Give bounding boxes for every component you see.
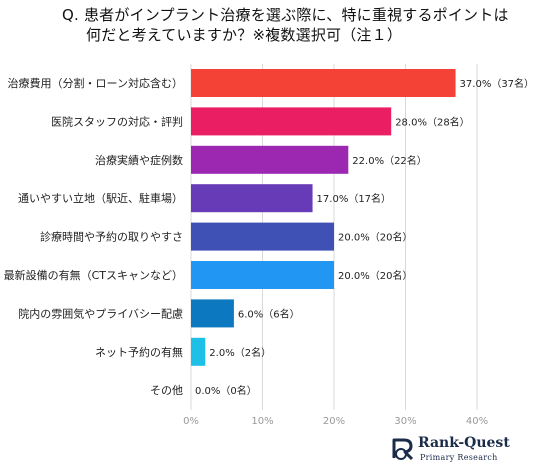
- bar: [191, 145, 349, 174]
- data-label: 22.0%（22名）: [352, 154, 427, 167]
- bar: [191, 184, 313, 213]
- x-tick-label: 40%: [466, 416, 488, 427]
- category-label: 診療時間や予約の取りやすさ: [40, 230, 183, 244]
- category-label: 院内の雰囲気やプライバシー配慮: [18, 306, 183, 320]
- bar: [191, 261, 334, 289]
- category-label: 治療実績や症例数: [95, 153, 183, 167]
- logo-subtitle: Primary Research: [420, 453, 498, 462]
- x-tick-label: 20%: [323, 416, 345, 427]
- data-label: 28.0%（28名）: [395, 115, 470, 128]
- data-label: 0.0%（0名）: [195, 384, 257, 397]
- chart-title-line-2: 何だと考えていますか？※複数選択可（注１）: [86, 26, 403, 44]
- brand-logo: Rank-Quest Primary Research: [390, 434, 530, 466]
- x-tick-label: 30%: [394, 416, 416, 427]
- data-label: 2.0%（2名）: [209, 346, 271, 359]
- bar: [191, 337, 206, 366]
- chart-title: Q. 患者がインプラント治療を選ぶ際に、特に重視するポイントは 何だと考えていま…: [62, 5, 522, 45]
- bar: [191, 107, 392, 136]
- category-label: その他: [150, 384, 183, 397]
- data-label: 20.0%（20名）: [338, 231, 413, 244]
- category-label: 通いやすい立地（駅近、駐車場）: [18, 191, 183, 205]
- x-tick-label: 0%: [183, 416, 199, 427]
- bar: [191, 222, 334, 251]
- bar: [191, 69, 456, 97]
- chart-title-line-1: Q. 患者がインプラント治療を選ぶ際に、特に重視するポイントは: [62, 6, 509, 24]
- category-label: ネット予約の有無: [95, 345, 183, 359]
- data-label: 17.0%（17名）: [317, 192, 392, 205]
- data-label: 37.0%（37名）: [460, 77, 535, 90]
- bar: [191, 299, 234, 328]
- category-label: 治療費用（分割・ローン対応含む）: [8, 76, 183, 90]
- category-label: 医院スタッフの対応・評判: [51, 114, 183, 128]
- x-tick-label: 10%: [251, 416, 273, 427]
- data-label: 6.0%（6名）: [238, 307, 300, 320]
- category-label: 最新設備の有無（CTスキャンなど）: [4, 268, 183, 282]
- rank-quest-logo-icon: [392, 438, 414, 461]
- data-label: 20.0%（20名）: [338, 269, 413, 282]
- logo-name: Rank-Quest: [418, 435, 510, 451]
